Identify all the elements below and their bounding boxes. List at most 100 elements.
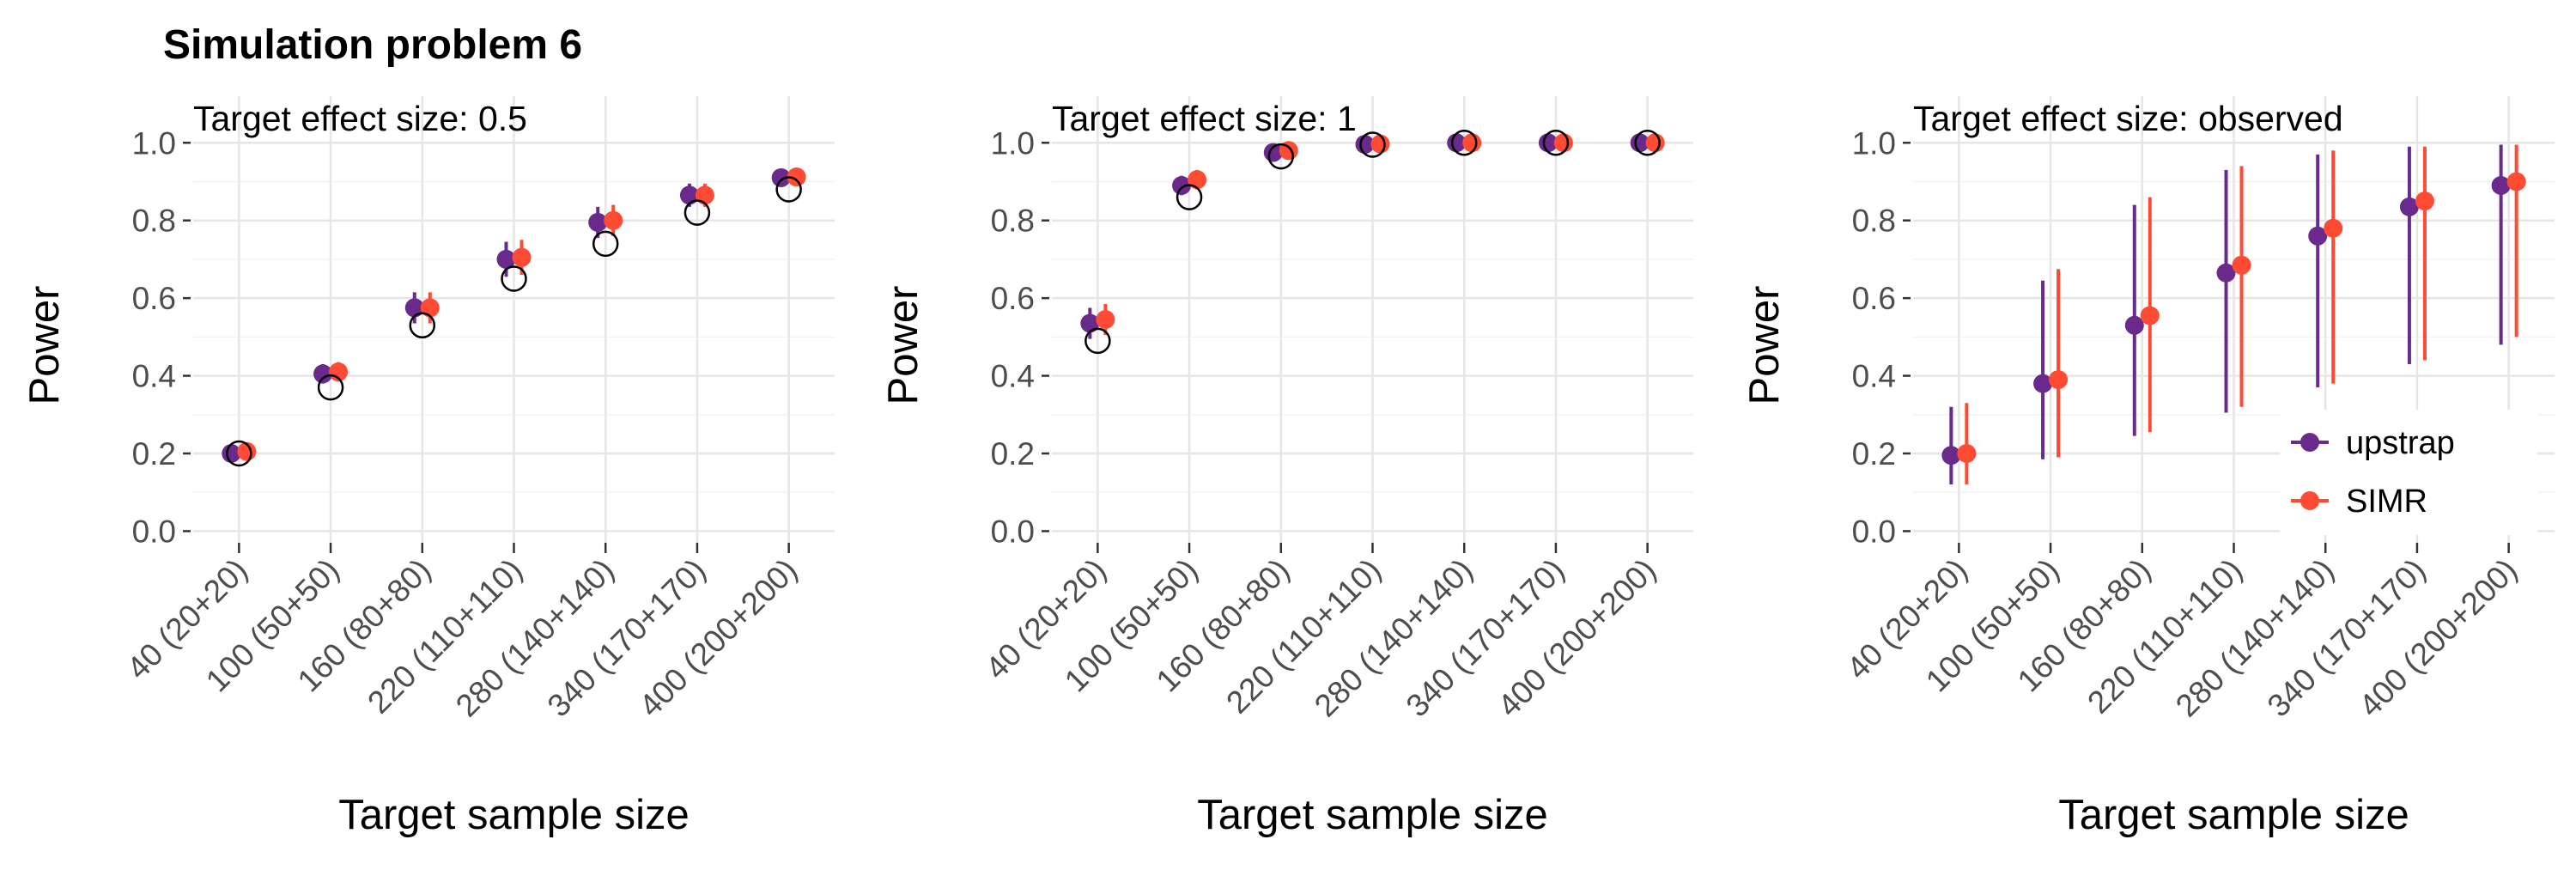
x-axis-title: Target sample size — [338, 792, 690, 838]
point-SIMR — [1188, 170, 1207, 190]
legend-label: SIMR — [2346, 484, 2427, 520]
point-upstrap — [771, 167, 791, 187]
y-tick-label: 0.0 — [132, 514, 176, 549]
y-tick-label: 1.0 — [1852, 125, 1896, 161]
x-tick-label: 280 (140+140) — [1308, 552, 1479, 724]
point-SIMR — [420, 298, 440, 318]
point-SIMR — [695, 186, 714, 205]
point-SIMR — [512, 247, 532, 267]
panel-subtitle: Target effect size: 0.5 — [193, 99, 527, 138]
y-tick-label: 0.6 — [1852, 281, 1896, 316]
reference-point — [1359, 131, 1386, 158]
legend-label: upstrap — [2346, 425, 2455, 461]
point-SIMR — [1553, 133, 1573, 153]
x-tick-label: 280 (140+140) — [2169, 552, 2341, 724]
reference-point — [1542, 130, 1570, 156]
x-tick-label: 220 (110+110) — [1219, 552, 1388, 721]
x-tick-label: 340 (170+170) — [2261, 552, 2433, 724]
x-tick-label: 220 (110+110) — [361, 552, 529, 721]
reference-point — [226, 440, 252, 467]
chart-panel-2: 0.00.20.40.60.81.040 (20+20)100 (50+50)1… — [880, 96, 1693, 838]
y-axis-title: Power — [880, 286, 927, 405]
y-tick-label: 0.2 — [991, 436, 1035, 471]
x-tick-label: 220 (110+110) — [2081, 552, 2249, 721]
panel-subtitle: Target effect size: 1 — [1052, 99, 1357, 138]
y-tick-label: 0.6 — [991, 281, 1035, 316]
point-upstrap — [1355, 135, 1375, 155]
y-tick-label: 1.0 — [991, 125, 1035, 161]
point-SIMR — [604, 210, 623, 230]
point-SIMR — [1645, 133, 1665, 153]
chart-panel-1: 0.00.20.40.60.81.040 (20+20)100 (50+50)1… — [21, 96, 835, 838]
y-axis-title: Power — [21, 286, 68, 405]
x-tick-label: 400 (200+200) — [1491, 552, 1662, 724]
point-SIMR — [1096, 310, 1115, 329]
x-tick-label: 280 (140+140) — [449, 552, 621, 724]
y-tick-label: 0.4 — [132, 359, 176, 394]
point-SIMR — [2140, 306, 2160, 325]
legend: upstrap SIMR — [2280, 410, 2537, 535]
legend-key-point — [2300, 491, 2319, 510]
point-SIMR — [2415, 192, 2434, 211]
y-axis-title: Power — [1741, 286, 1788, 405]
point-SIMR — [2506, 172, 2526, 192]
point-upstrap — [2124, 315, 2144, 335]
point-upstrap — [1941, 446, 1961, 465]
x-tick-label: 340 (170+170) — [1400, 552, 1571, 724]
y-tick-label: 0.8 — [991, 204, 1035, 239]
point-upstrap — [1630, 133, 1649, 153]
reference-point — [592, 230, 619, 258]
point-SIMR — [1370, 134, 1390, 154]
reference-point — [1450, 130, 1478, 156]
point-upstrap — [2491, 176, 2511, 195]
point-SIMR — [2232, 255, 2251, 275]
reference-point — [1176, 184, 1203, 210]
y-tick-label: 0.6 — [132, 281, 176, 316]
reference-point — [501, 265, 527, 292]
y-tick-label: 0.4 — [991, 359, 1035, 394]
point-upstrap — [2399, 197, 2419, 216]
point-upstrap — [2216, 263, 2236, 283]
y-tick-label: 0.4 — [1852, 359, 1896, 394]
legend-key-point — [2300, 433, 2319, 452]
reference-point — [1634, 130, 1661, 156]
point-upstrap — [2033, 374, 2053, 393]
point-upstrap — [1538, 133, 1558, 153]
point-SIMR — [1462, 133, 1482, 153]
panels: 0.00.20.40.60.81.040 (20+20)100 (50+50)1… — [21, 96, 2555, 838]
y-tick-label: 0.8 — [132, 204, 176, 239]
reference-point — [409, 312, 436, 339]
point-upstrap — [1172, 176, 1192, 195]
x-tick-label: 400 (200+200) — [632, 552, 804, 724]
reference-point — [317, 374, 344, 401]
point-SIMR — [1957, 444, 1977, 463]
point-upstrap — [222, 444, 241, 463]
legend-background — [2280, 410, 2537, 535]
point-upstrap — [2308, 226, 2328, 246]
point-upstrap — [404, 298, 424, 318]
y-tick-label: 0.2 — [132, 436, 176, 471]
point-upstrap — [1447, 133, 1467, 153]
reference-point — [1267, 143, 1295, 170]
point-SIMR — [2324, 218, 2343, 238]
point-SIMR — [2049, 370, 2069, 390]
y-tick-label: 0.0 — [1852, 514, 1896, 549]
y-tick-label: 0.0 — [991, 514, 1035, 549]
y-tick-label: 1.0 — [132, 125, 176, 161]
y-tick-label: 0.8 — [1852, 204, 1896, 239]
point-SIMR — [787, 167, 806, 187]
x-tick-label: 340 (170+170) — [541, 552, 713, 724]
point-upstrap — [679, 186, 699, 205]
point-upstrap — [588, 212, 608, 232]
x-tick-label: 400 (200+200) — [2352, 552, 2524, 724]
point-upstrap — [313, 364, 333, 384]
reference-point — [683, 199, 711, 226]
reference-point — [775, 176, 802, 203]
x-axis-title: Target sample size — [1197, 792, 1548, 838]
figure-title: Simulation problem 6 — [163, 22, 582, 68]
point-upstrap — [496, 249, 516, 269]
reference-point — [1084, 327, 1111, 355]
chart-panel-3: 0.00.20.40.60.81.040 (20+20)100 (50+50)1… — [1741, 96, 2555, 838]
y-tick-label: 0.2 — [1852, 436, 1896, 471]
